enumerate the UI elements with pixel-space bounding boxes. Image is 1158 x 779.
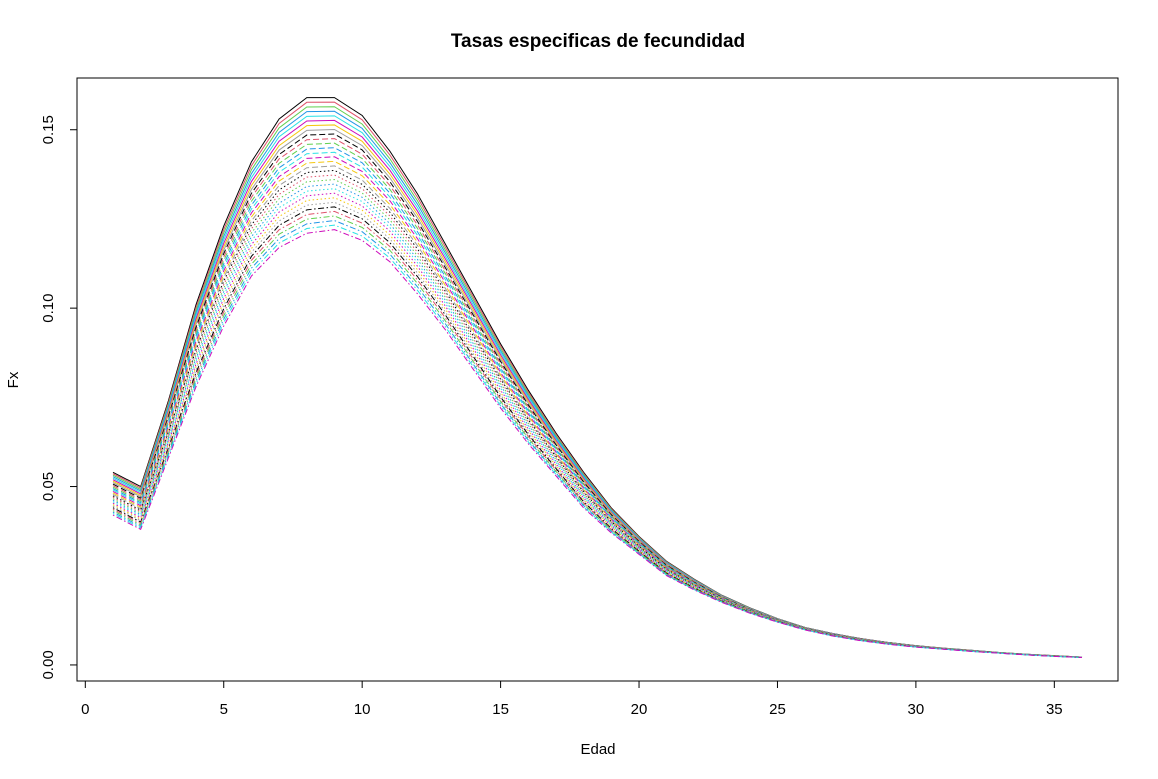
- series-line-17: [112, 169, 1083, 658]
- y-axis-label: Fx: [5, 371, 22, 388]
- series-line-24: [112, 201, 1083, 658]
- series-line-7: [112, 124, 1083, 658]
- series-line-20: [112, 183, 1083, 658]
- series-line-23: [112, 197, 1083, 658]
- x-tick-label: 30: [908, 701, 925, 718]
- plot-area: [76, 77, 1119, 682]
- series-line-28: [112, 220, 1083, 658]
- series-line-9: [112, 133, 1083, 658]
- series-line-1: [112, 97, 1083, 658]
- x-axis-label: Edad: [580, 741, 615, 758]
- series-line-4: [112, 110, 1083, 658]
- series-line-19: [112, 179, 1083, 658]
- x-tick-label: 20: [631, 701, 648, 718]
- x-tick-label: 25: [769, 701, 786, 718]
- series-line-13: [112, 151, 1083, 658]
- series-line-30: [112, 229, 1083, 658]
- x-tick-label: 35: [1046, 701, 1063, 718]
- series-group: [112, 97, 1083, 658]
- x-tick-label: 15: [492, 701, 509, 718]
- x-axis: 0 5 10 15 20 25 30 35: [81, 680, 1063, 718]
- series-line-14: [112, 156, 1083, 658]
- y-tick-label: 0.05: [40, 472, 57, 501]
- chart-title: Tasas especificas de fecundidad: [451, 31, 745, 52]
- y-tick-label: 0.00: [40, 650, 57, 679]
- series-line-25: [112, 206, 1083, 658]
- x-tick-label: 0: [81, 701, 89, 718]
- series-line-11: [112, 142, 1083, 658]
- series-line-6: [112, 119, 1083, 658]
- series-line-21: [112, 188, 1083, 658]
- series-line-3: [112, 106, 1083, 658]
- series-line-22: [112, 192, 1083, 658]
- series-line-27: [112, 215, 1083, 658]
- series-line-29: [112, 224, 1083, 658]
- series-line-18: [112, 174, 1083, 658]
- x-tick-label: 5: [220, 701, 228, 718]
- series-line-2: [112, 101, 1083, 658]
- series-line-5: [112, 115, 1083, 658]
- y-axis: 0.00 0.05 0.10 0.15: [40, 115, 78, 680]
- series-line-16: [112, 165, 1083, 658]
- y-tick-label: 0.10: [40, 294, 57, 323]
- x-tick-label: 10: [354, 701, 371, 718]
- y-tick-label: 0.15: [40, 115, 57, 144]
- series-line-26: [112, 210, 1083, 658]
